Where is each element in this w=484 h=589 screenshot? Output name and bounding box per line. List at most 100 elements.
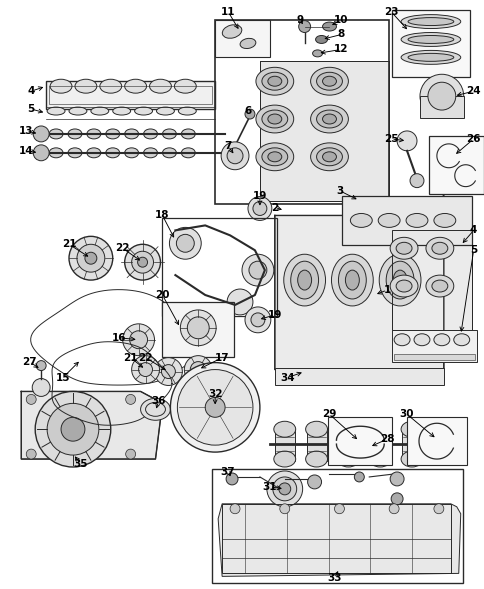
Circle shape (125, 449, 136, 459)
Ellipse shape (267, 76, 281, 86)
Text: 5: 5 (469, 245, 476, 255)
Circle shape (354, 472, 363, 482)
Ellipse shape (393, 334, 409, 346)
Circle shape (396, 131, 416, 151)
Circle shape (137, 257, 147, 267)
Bar (327, 417, 392, 465)
Text: 23: 23 (383, 6, 397, 16)
Ellipse shape (156, 107, 174, 115)
Ellipse shape (338, 261, 365, 299)
Text: 22: 22 (138, 353, 152, 363)
Circle shape (279, 504, 289, 514)
Circle shape (180, 310, 216, 346)
Text: 37: 37 (220, 467, 235, 477)
Text: 30: 30 (399, 409, 413, 419)
Ellipse shape (349, 213, 372, 227)
Bar (428, 136, 483, 194)
Text: 34: 34 (280, 372, 294, 382)
Circle shape (227, 289, 253, 315)
Ellipse shape (49, 129, 63, 139)
Circle shape (176, 234, 194, 252)
Ellipse shape (256, 143, 293, 171)
Ellipse shape (261, 110, 287, 128)
Ellipse shape (68, 129, 82, 139)
Circle shape (244, 109, 255, 119)
Circle shape (334, 504, 344, 514)
Ellipse shape (395, 242, 411, 254)
Ellipse shape (407, 35, 453, 44)
Bar (406, 417, 466, 465)
Circle shape (177, 369, 253, 445)
Ellipse shape (106, 129, 120, 139)
Ellipse shape (312, 50, 322, 57)
Ellipse shape (393, 270, 406, 290)
Ellipse shape (222, 25, 242, 38)
Text: 1: 1 (383, 285, 390, 295)
Circle shape (278, 483, 290, 495)
Bar (342, 196, 471, 245)
Polygon shape (21, 392, 160, 459)
Text: 8: 8 (337, 29, 344, 39)
Text: 4: 4 (469, 226, 476, 236)
Circle shape (221, 142, 248, 170)
Ellipse shape (316, 110, 342, 128)
Ellipse shape (68, 148, 82, 158)
Circle shape (229, 504, 240, 514)
Text: 33: 33 (327, 573, 341, 583)
Circle shape (47, 403, 99, 455)
Text: 16: 16 (111, 333, 126, 343)
Circle shape (389, 472, 403, 486)
Text: 22: 22 (115, 243, 130, 253)
Ellipse shape (368, 451, 390, 467)
Ellipse shape (261, 148, 287, 166)
Text: 7: 7 (224, 141, 231, 151)
Ellipse shape (124, 129, 138, 139)
Text: 13: 13 (19, 126, 33, 136)
Bar (215, 19, 388, 204)
Ellipse shape (345, 270, 359, 290)
Bar (392, 330, 476, 362)
Circle shape (124, 244, 160, 280)
Polygon shape (274, 196, 443, 369)
Circle shape (433, 504, 443, 514)
Circle shape (32, 379, 50, 396)
Circle shape (122, 324, 154, 356)
Circle shape (131, 252, 153, 273)
Text: 21: 21 (61, 239, 76, 249)
Circle shape (253, 201, 266, 216)
Ellipse shape (322, 76, 336, 86)
Ellipse shape (431, 280, 447, 292)
Ellipse shape (337, 451, 359, 467)
Bar (392, 230, 471, 330)
Circle shape (248, 261, 266, 279)
Bar (215, 19, 269, 57)
Circle shape (409, 174, 423, 188)
Circle shape (242, 254, 273, 286)
Ellipse shape (322, 152, 336, 162)
Circle shape (35, 392, 110, 467)
Circle shape (187, 317, 209, 339)
Text: 36: 36 (151, 396, 166, 406)
Circle shape (125, 395, 136, 405)
Ellipse shape (405, 213, 427, 227)
Ellipse shape (453, 334, 469, 346)
Bar (259, 61, 388, 200)
Polygon shape (218, 504, 460, 577)
Bar (274, 368, 443, 385)
Ellipse shape (305, 451, 327, 467)
Text: 18: 18 (155, 210, 169, 220)
Ellipse shape (106, 148, 120, 158)
Ellipse shape (395, 280, 411, 292)
Circle shape (272, 477, 296, 501)
Text: 11: 11 (220, 6, 235, 16)
Circle shape (170, 363, 259, 452)
Polygon shape (392, 230, 471, 330)
Ellipse shape (87, 129, 101, 139)
Ellipse shape (135, 107, 152, 115)
Ellipse shape (267, 152, 281, 162)
Circle shape (33, 126, 49, 142)
Text: 26: 26 (466, 134, 480, 144)
Circle shape (227, 148, 242, 164)
Ellipse shape (162, 129, 176, 139)
Text: 6: 6 (244, 106, 251, 116)
